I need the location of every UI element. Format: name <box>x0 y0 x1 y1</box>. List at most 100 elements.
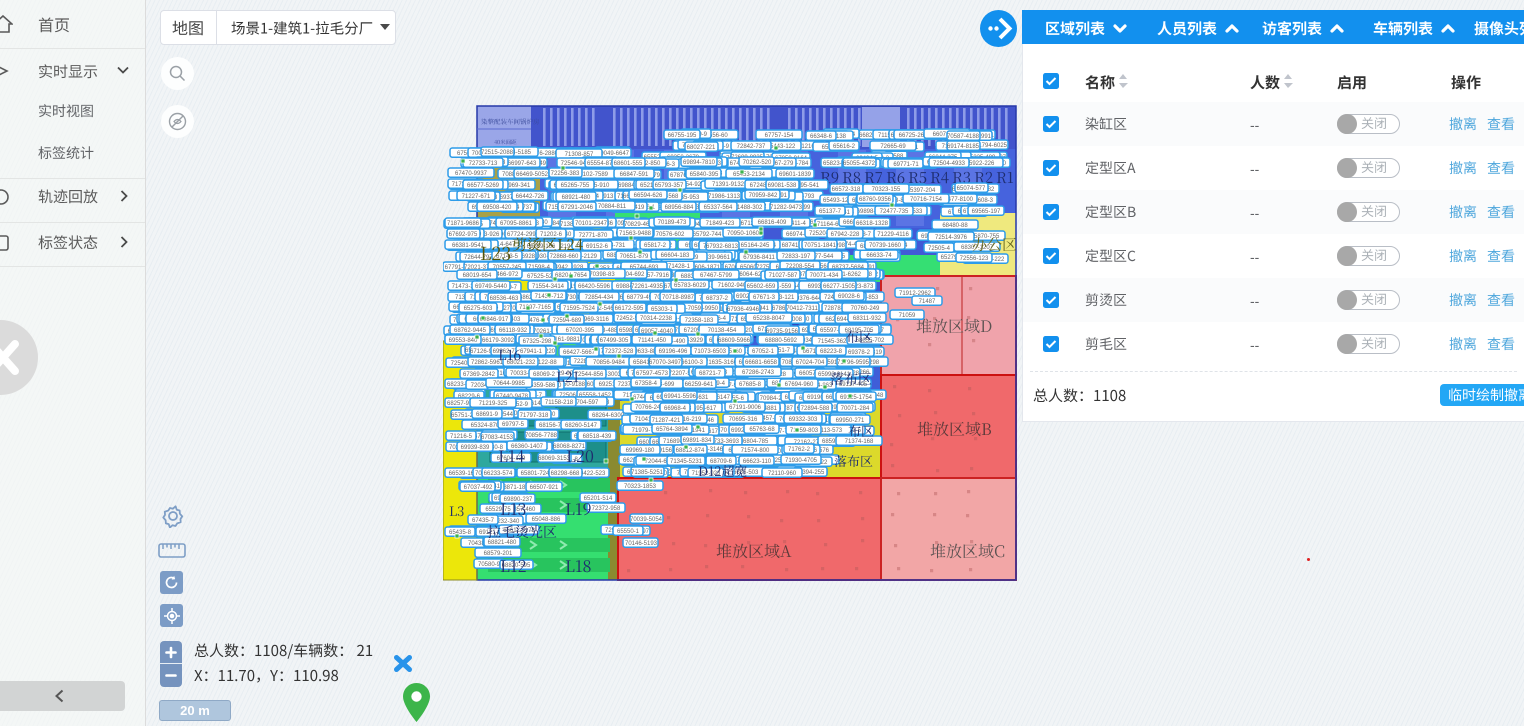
svg-text:65922-226: 65922-226 <box>966 161 995 167</box>
svg-text:72894-588: 72894-588 <box>801 406 830 412</box>
svg-text:70071-284: 70071-284 <box>841 406 870 412</box>
svg-text:71141-450: 71141-450 <box>638 338 667 344</box>
svg-text:70739-1660: 70739-1660 <box>869 243 902 249</box>
svg-text:68298-668: 68298-668 <box>551 471 580 477</box>
svg-text:71595-7524: 71595-7524 <box>563 306 596 312</box>
svg-text:66924-5185: 66924-5185 <box>499 150 532 156</box>
svg-text:69749-5440: 69749-5440 <box>475 284 508 290</box>
svg-text:70314-2238: 70314-2238 <box>640 316 673 322</box>
svg-text:68069-3153: 68069-3153 <box>538 456 571 462</box>
svg-text:70398-83: 70398-83 <box>589 272 615 278</box>
svg-text:67757-154: 67757-154 <box>765 133 794 139</box>
svg-text:66100-3: 66100-3 <box>681 360 704 366</box>
svg-text:67685-8: 67685-8 <box>739 382 762 388</box>
svg-text:72594-689: 72594-689 <box>553 318 582 324</box>
svg-text:71282-9473: 71282-9473 <box>770 205 803 211</box>
svg-text:67435-7: 67435-7 <box>472 518 495 524</box>
svg-text:72505-4: 72505-4 <box>928 246 951 252</box>
svg-text:67020-395: 67020-395 <box>566 328 595 334</box>
svg-text:70950-1060: 70950-1060 <box>727 231 760 237</box>
svg-text:68019-654: 68019-654 <box>463 273 492 279</box>
svg-text:72372-958: 72372-958 <box>592 506 621 512</box>
svg-text:65529-75: 65529-75 <box>485 507 511 513</box>
svg-text:68021-232: 68021-232 <box>507 360 536 366</box>
svg-text:67936-4946: 67936-4946 <box>727 307 760 313</box>
svg-text:70587-4188: 70587-4188 <box>947 134 980 140</box>
svg-text:69797-5: 69797-5 <box>502 422 525 428</box>
svg-text:68760-9356: 68760-9356 <box>859 197 892 203</box>
svg-text:67037-492: 67037-492 <box>464 485 493 491</box>
svg-text:68969-341: 68969-341 <box>502 183 531 189</box>
svg-text:70760-249: 70760-249 <box>851 306 880 312</box>
svg-text:71216-5: 71216-5 <box>450 434 473 440</box>
svg-text:68069-2: 68069-2 <box>533 372 556 378</box>
svg-text:70959-842: 70959-842 <box>749 193 778 199</box>
svg-text:69553-840: 69553-840 <box>449 338 478 344</box>
svg-text:68311-932: 68311-932 <box>853 316 882 322</box>
svg-text:71563-9488: 71563-9488 <box>619 231 652 237</box>
svg-text:66997-643: 66997-643 <box>508 161 537 167</box>
svg-text:71554-3414: 71554-3414 <box>532 284 565 290</box>
svg-text:65201-514: 65201-514 <box>584 496 613 502</box>
svg-text:72556-60: 72556-60 <box>702 133 728 139</box>
svg-text:68737-2: 68737-2 <box>706 296 729 302</box>
svg-text:70695-316: 70695-316 <box>729 417 758 423</box>
svg-text:70856-9484: 70856-9484 <box>593 360 626 366</box>
svg-text:67358-4: 67358-4 <box>635 381 658 387</box>
svg-text:69969-180: 69969-180 <box>626 448 655 454</box>
svg-text:71073-6503: 71073-6503 <box>694 349 727 355</box>
svg-text:72256-383: 72256-383 <box>551 171 580 177</box>
svg-text:71602-940: 71602-940 <box>718 283 747 289</box>
svg-text:72665-69: 72665-69 <box>880 144 906 150</box>
svg-text:71797-318: 71797-318 <box>520 413 549 419</box>
svg-text:70644-9985: 70644-9985 <box>493 381 526 387</box>
svg-text:71287-421: 71287-421 <box>652 418 681 424</box>
svg-text:67052-1: 67052-1 <box>752 349 775 355</box>
svg-text:66968-4: 66968-4 <box>664 406 687 412</box>
svg-text:66594-626: 66594-626 <box>634 193 663 199</box>
svg-text:69125-1754: 69125-1754 <box>840 395 873 401</box>
svg-text:67291-2046: 67291-2046 <box>561 205 594 211</box>
svg-text:70189-473: 70189-473 <box>658 220 687 226</box>
svg-text:71635-3166: 71635-3166 <box>705 360 738 366</box>
svg-text:66725-268: 66725-268 <box>899 133 928 139</box>
svg-text:68068-8271: 68068-8271 <box>553 444 586 450</box>
svg-text:71297-7165: 71297-7165 <box>519 305 552 311</box>
svg-text:65453-2134: 65453-2134 <box>733 172 766 178</box>
svg-text:65801-724: 65801-724 <box>521 471 550 477</box>
svg-text:71488-302: 71488-302 <box>734 205 763 211</box>
svg-text:66623-110: 66623-110 <box>743 459 772 465</box>
svg-text:71487: 71487 <box>919 299 936 305</box>
svg-text:69771-71: 69771-71 <box>893 162 919 168</box>
svg-text:65435-8: 65435-8 <box>449 530 472 536</box>
svg-text:66360-1407: 66360-1407 <box>511 444 544 450</box>
svg-text:65817-2: 65817-2 <box>644 243 667 249</box>
svg-text:67724-2997: 67724-2997 <box>507 232 540 238</box>
svg-text:67095-8861: 67095-8861 <box>500 221 533 227</box>
svg-text:71159-803: 71159-803 <box>790 428 819 434</box>
svg-text:66804-785: 66804-785 <box>740 439 769 445</box>
svg-text:72833-197: 72833-197 <box>782 254 811 260</box>
svg-text:71227-671: 71227-671 <box>462 194 491 200</box>
svg-text:68691-9: 68691-9 <box>476 412 499 418</box>
svg-text:68921-480: 68921-480 <box>562 195 591 201</box>
svg-text:70101-2347: 70101-2347 <box>575 221 608 227</box>
svg-text:67467-5799: 67467-5799 <box>700 273 733 279</box>
svg-text:66277-1505: 66277-1505 <box>823 284 856 290</box>
svg-text:65783-6029: 65783-6029 <box>674 283 707 289</box>
svg-text:71871-9686: 71871-9686 <box>447 221 480 227</box>
svg-text:71762-2: 71762-2 <box>788 447 811 453</box>
svg-text:65397-204: 65397-204 <box>907 188 936 194</box>
svg-text:69939-839: 69939-839 <box>461 445 490 451</box>
svg-text:71216-7: 71216-7 <box>798 144 821 150</box>
svg-text:72868-660: 72868-660 <box>550 254 579 260</box>
svg-text:67692-975: 67692-975 <box>449 232 478 238</box>
svg-text:66554-928: 66554-928 <box>676 182 705 188</box>
svg-text:66442-726: 66442-726 <box>516 194 545 200</box>
svg-text:71849-423: 71849-423 <box>706 221 735 227</box>
svg-text:65764-3894: 65764-3894 <box>656 427 689 433</box>
svg-text:72544-856: 72544-856 <box>575 372 604 378</box>
svg-text:69894-7810: 69894-7810 <box>683 160 716 166</box>
svg-text:65616-2: 65616-2 <box>833 144 856 150</box>
svg-text:69174-8185: 69174-8185 <box>947 144 980 150</box>
